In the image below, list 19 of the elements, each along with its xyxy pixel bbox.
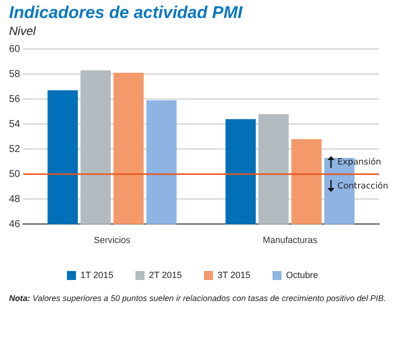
y-tick-label: 56: [9, 94, 21, 105]
legend-label: 2T 2015: [148, 270, 182, 280]
annotation: Expansión: [337, 157, 382, 168]
y-tick-label: 48: [9, 194, 21, 205]
y-tick-label: 60: [9, 44, 21, 55]
y-tick-label: 50: [9, 168, 21, 180]
legend-label: Octubre: [286, 270, 318, 280]
x-tick-label: Servicios: [94, 235, 131, 246]
x-tick-label: Manufacturas: [262, 235, 318, 246]
chart-title: Indicadores de actividad PMI: [9, 3, 242, 23]
legend-label: 3T 2015: [218, 270, 250, 280]
y-tick-label: 54: [9, 118, 21, 130]
y-tick-label: 46: [9, 218, 21, 230]
y-axis-title: Nivel: [9, 24, 36, 38]
y-tick-label: 52: [9, 144, 21, 155]
annotation: Contracción: [337, 181, 388, 192]
text: Nota: Valores superiores a 50 puntos suelen ir relacionados con tasas de crecimiento positivo del PIB.: [9, 292, 387, 304]
legend-label: 1T 2015: [80, 270, 114, 280]
y-tick-label: 58: [9, 68, 21, 80]
